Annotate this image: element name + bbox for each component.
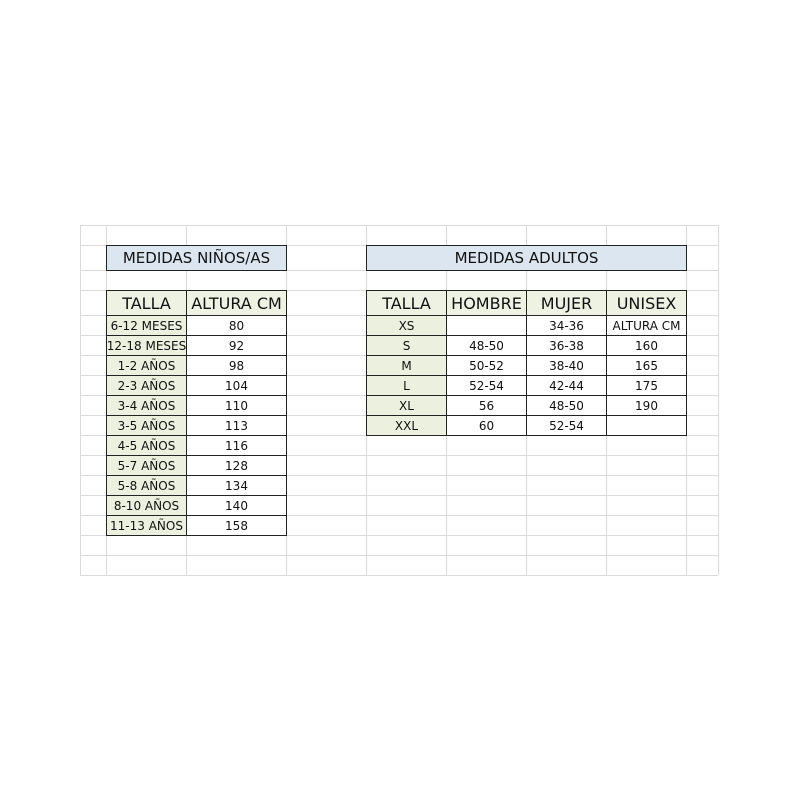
gridline bbox=[80, 575, 718, 576]
kids-height-cell[interactable]: 98 bbox=[186, 355, 287, 376]
kids-size-cell[interactable]: 1-2 AÑOS bbox=[106, 355, 187, 376]
kids-size-cell[interactable]: 4-5 AÑOS bbox=[106, 435, 187, 456]
kids-height-cell[interactable]: 113 bbox=[186, 415, 287, 436]
adults-value-cell[interactable] bbox=[446, 315, 527, 336]
kids-header-cell[interactable]: ALTURA CM bbox=[186, 290, 287, 316]
adults-header-cell[interactable]: HOMBRE bbox=[446, 290, 527, 316]
kids-height-cell[interactable]: 104 bbox=[186, 375, 287, 396]
kids-size-cell[interactable]: 3-4 AÑOS bbox=[106, 395, 187, 416]
kids-size-cell[interactable]: 3-5 AÑOS bbox=[106, 415, 187, 436]
gridline bbox=[80, 225, 718, 226]
adults-value-cell[interactable]: 48-50 bbox=[446, 335, 527, 356]
gridline bbox=[80, 555, 718, 556]
gridline bbox=[80, 225, 81, 575]
adults-value-cell[interactable]: 34-36 bbox=[526, 315, 607, 336]
adults-value-cell[interactable]: 165 bbox=[606, 355, 687, 376]
adults-size-cell[interactable]: XS bbox=[366, 315, 447, 336]
adults-value-cell[interactable]: 190 bbox=[606, 395, 687, 416]
kids-size-cell[interactable]: 6-12 MESES bbox=[106, 315, 187, 336]
adults-value-cell[interactable]: 52-54 bbox=[526, 415, 607, 436]
kids-height-cell[interactable]: 116 bbox=[186, 435, 287, 456]
gridline bbox=[80, 455, 718, 456]
adults-value-cell[interactable]: 50-52 bbox=[446, 355, 527, 376]
adults-value-cell[interactable]: 52-54 bbox=[446, 375, 527, 396]
kids-height-cell[interactable]: 158 bbox=[186, 515, 287, 536]
kids-height-cell[interactable]: 140 bbox=[186, 495, 287, 516]
adults-size-cell[interactable]: S bbox=[366, 335, 447, 356]
kids-header-cell[interactable]: TALLA bbox=[106, 290, 187, 316]
adults-value-cell[interactable] bbox=[606, 415, 687, 436]
adults-value-cell[interactable]: 48-50 bbox=[526, 395, 607, 416]
adults-header-cell[interactable]: MUJER bbox=[526, 290, 607, 316]
kids-size-cell[interactable]: 2-3 AÑOS bbox=[106, 375, 187, 396]
adults-value-cell[interactable]: 160 bbox=[606, 335, 687, 356]
adults-title[interactable]: MEDIDAS ADULTOS bbox=[366, 245, 687, 271]
kids-size-cell[interactable]: 5-7 AÑOS bbox=[106, 455, 187, 476]
kids-size-cell[interactable]: 11-13 AÑOS bbox=[106, 515, 187, 536]
gridline bbox=[80, 495, 718, 496]
kids-height-cell[interactable]: 80 bbox=[186, 315, 287, 336]
kids-title[interactable]: MEDIDAS NIÑOS/AS bbox=[106, 245, 287, 271]
kids-size-cell[interactable]: 8-10 AÑOS bbox=[106, 495, 187, 516]
adults-header-cell[interactable]: TALLA bbox=[366, 290, 447, 316]
kids-height-cell[interactable]: 92 bbox=[186, 335, 287, 356]
adults-value-cell[interactable]: 38-40 bbox=[526, 355, 607, 376]
adults-value-cell[interactable]: ALTURA CM bbox=[606, 315, 687, 336]
adults-size-cell[interactable]: XL bbox=[366, 395, 447, 416]
kids-height-cell[interactable]: 110 bbox=[186, 395, 287, 416]
adults-value-cell[interactable]: 42-44 bbox=[526, 375, 607, 396]
kids-size-cell[interactable]: 12-18 MESES bbox=[106, 335, 187, 356]
gridline bbox=[80, 535, 718, 536]
adults-value-cell[interactable]: 56 bbox=[446, 395, 527, 416]
gridline bbox=[80, 515, 718, 516]
adults-value-cell[interactable]: 36-38 bbox=[526, 335, 607, 356]
gridline bbox=[718, 225, 719, 575]
adults-header-cell[interactable]: UNISEX bbox=[606, 290, 687, 316]
adults-value-cell[interactable]: 175 bbox=[606, 375, 687, 396]
kids-height-cell[interactable]: 128 bbox=[186, 455, 287, 476]
kids-height-cell[interactable]: 134 bbox=[186, 475, 287, 496]
adults-size-cell[interactable]: L bbox=[366, 375, 447, 396]
adults-size-cell[interactable]: XXL bbox=[366, 415, 447, 436]
kids-size-cell[interactable]: 5-8 AÑOS bbox=[106, 475, 187, 496]
adults-value-cell[interactable]: 60 bbox=[446, 415, 527, 436]
adults-size-cell[interactable]: M bbox=[366, 355, 447, 376]
gridline bbox=[80, 475, 718, 476]
